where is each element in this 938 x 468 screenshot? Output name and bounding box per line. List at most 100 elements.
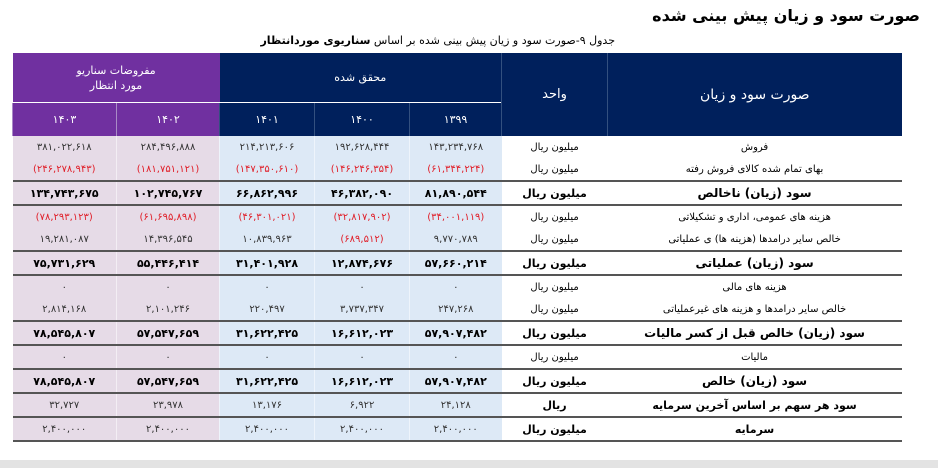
value-cell: ۱۰۲,۷۴۵,۷۶۷: [115, 181, 220, 206]
table-row-operating-profit: ۷۵,۷۳۱,۶۲۹ ۵۵,۴۴۶,۴۱۴ ۳۱,۴۰۱,۹۲۸ ۱۲,۸۷۴,…: [12, 251, 902, 276]
unit-cell: میلیون ریال: [501, 181, 608, 206]
unit-cell: میلیون ریال: [501, 369, 608, 394]
value-cell: ۰: [219, 345, 315, 370]
value-cell: ۲۴۷,۲۶۸: [409, 298, 502, 322]
value-cell: ۱۴۳,۲۳۴,۷۶۸: [409, 136, 502, 158]
value-cell: ۱۶,۶۱۲,۰۲۳: [314, 369, 410, 394]
value-cell: ۱۳,۱۷۶: [219, 393, 315, 418]
table-caption: جدول ۹-صورت سود و زیان پیش بینی شده بر ا…: [260, 34, 615, 47]
value-cell: ۳۸۱,۰۲۲,۶۱۸: [12, 136, 117, 158]
value-cell: ۲,۱۰۱,۲۴۶: [115, 298, 220, 322]
value-cell: ۵۵,۴۴۶,۴۱۴: [115, 251, 220, 276]
value-cell: (۱۸۱,۷۵۱,۱۲۱): [115, 158, 220, 182]
value-cell: (۶۱,۳۴۴,۲۲۴): [409, 158, 502, 182]
value-cell: (۲۴۶,۲۷۸,۹۴۳): [12, 158, 117, 182]
value-cell: ۰: [314, 345, 410, 370]
value-cell: ۰: [409, 345, 502, 370]
year-header-1401: ۱۴۰۱: [219, 102, 315, 136]
value-cell: ۰: [12, 345, 117, 370]
year-header-1400: ۱۴۰۰: [314, 102, 410, 136]
unit-cell: میلیون ریال: [501, 205, 608, 228]
value-cell: (۴۶,۳۰۱,۰۲۱): [219, 205, 315, 228]
item-column-header: صورت سود و زیان: [607, 53, 902, 136]
unit-cell: میلیون ریال: [501, 136, 608, 158]
unit-cell: میلیون ریال: [501, 321, 608, 346]
table-row-eps: ۳۲,۷۲۷ ۲۳,۹۷۸ ۱۳,۱۷۶ ۶,۹۲۲ ۲۴,۱۲۸ ریال س…: [12, 393, 902, 418]
row-label: خالص سایر درامدها و هزینه های غیرعملیاتی: [607, 298, 902, 322]
value-cell: ۱۶,۶۱۲,۰۲۳: [314, 321, 410, 346]
value-cell: ۱۳۴,۷۴۳,۶۷۵: [12, 181, 117, 206]
value-cell: (۶۱,۶۹۵,۸۹۸): [115, 205, 220, 228]
value-cell: ۰: [314, 275, 410, 298]
value-cell: ۸۱,۸۹۰,۵۴۴: [409, 181, 502, 206]
value-cell: ۷۵,۷۳۱,۶۲۹: [12, 251, 117, 276]
row-label: هزینه های عمومی، اداری و تشکیلاتی: [607, 205, 902, 228]
forecast-group-line2: مورد انتظار: [89, 78, 143, 92]
table-row-financial-costs: ۰ ۰ ۰ ۰ ۰ میلیون ریال هزینه های مالی: [12, 275, 902, 298]
row-label: سود (زیان) ناخالص: [607, 181, 902, 206]
table-row-gross-profit: ۱۳۴,۷۴۳,۶۷۵ ۱۰۲,۷۴۵,۷۶۷ ۶۶,۸۶۲,۹۹۶ ۴۶,۳۸…: [12, 181, 902, 206]
unit-cell: میلیون ریال: [501, 417, 608, 442]
value-cell: ۱۰,۸۳۹,۹۶۳: [219, 228, 315, 252]
value-cell: ۱۹۲,۶۲۸,۴۴۴: [314, 136, 410, 158]
value-cell: ۲,۴۰۰,۰۰۰: [219, 417, 315, 442]
value-cell: (۷۸,۲۹۳,۱۲۳): [12, 205, 117, 228]
year-header-1402: ۱۴۰۲: [115, 102, 220, 136]
row-label: خالص سایر درامدها (هزینه ها) ی عملیاتی: [607, 228, 902, 252]
value-cell: ۱۹,۲۸۱,۰۸۷: [12, 228, 117, 252]
value-cell: ۰: [115, 345, 220, 370]
forecast-group-line1: مفروضات سناریو: [76, 63, 156, 77]
unit-cell: میلیون ریال: [501, 251, 608, 276]
value-cell: ۳۱,۶۲۲,۴۲۵: [219, 369, 315, 394]
value-cell: ۳,۷۳۷,۳۴۷: [314, 298, 410, 322]
value-cell: ۵۷,۶۶۰,۲۱۴: [409, 251, 502, 276]
table-row-pretax-profit: ۷۸,۵۴۵,۸۰۷ ۵۷,۵۴۷,۶۵۹ ۳۱,۶۲۲,۴۲۵ ۱۶,۶۱۲,…: [12, 321, 902, 346]
table-row-non-operating: ۲,۸۱۴,۱۶۸ ۲,۱۰۱,۲۴۶ ۲۲۰,۴۹۷ ۳,۷۳۷,۳۴۷ ۲۴…: [12, 298, 902, 322]
value-cell: ۱۲,۸۷۴,۶۷۶: [314, 251, 410, 276]
value-cell: ۶,۹۲۲: [314, 393, 410, 418]
table-caption-scenario: سناریوی موردانتظار: [260, 34, 371, 47]
value-cell: (۱۴۶,۲۴۶,۳۵۴): [314, 158, 410, 182]
value-cell: ۳۲,۷۲۷: [12, 393, 117, 418]
value-cell: ۲,۴۰۰,۰۰۰: [409, 417, 502, 442]
value-cell: ۰: [409, 275, 502, 298]
value-cell: ۲,۸۱۴,۱۶۸: [12, 298, 117, 322]
value-cell: ۲,۴۰۰,۰۰۰: [12, 417, 117, 442]
value-cell: ۰: [219, 275, 315, 298]
page-title: صورت سود و زیان پیش بینی شده: [652, 6, 920, 25]
actual-group-header: محقق شده: [219, 53, 502, 103]
value-cell: (۳۴,۰۰۱,۱۱۹): [409, 205, 502, 228]
value-cell: ۲,۴۰۰,۰۰۰: [314, 417, 410, 442]
unit-cell: میلیون ریال: [501, 345, 608, 370]
forecast-group-header: مفروضات سناریو مورد انتظار: [12, 53, 220, 103]
table-row-net-profit: ۷۸,۵۴۵,۸۰۷ ۵۷,۵۴۷,۶۵۹ ۳۱,۶۲۲,۴۲۵ ۱۶,۶۱۲,…: [12, 369, 902, 394]
unit-cell: میلیون ریال: [501, 275, 608, 298]
value-cell: ۵۷,۹۰۷,۴۸۲: [409, 369, 502, 394]
value-cell: ۰: [115, 275, 220, 298]
value-cell: ۲۱۴,۲۱۳,۶۰۶: [219, 136, 315, 158]
value-cell: (۳۲,۸۱۷,۹۰۲): [314, 205, 410, 228]
row-label: هزینه های مالی: [607, 275, 902, 298]
year-header-1403: ۱۴۰۳: [12, 102, 117, 136]
value-cell: ۷۸,۵۴۵,۸۰۷: [12, 321, 117, 346]
value-cell: ۲۲۰,۴۹۷: [219, 298, 315, 322]
row-label: مالیات: [607, 345, 902, 370]
unit-cell: میلیون ریال: [501, 298, 608, 322]
table-row-cogs: (۲۴۶,۲۷۸,۹۴۳) (۱۸۱,۷۵۱,۱۲۱) (۱۴۷,۳۵۰,۶۱۰…: [12, 158, 902, 182]
value-cell: (۱۴۷,۳۵۰,۶۱۰): [219, 158, 315, 182]
table-caption-prefix: جدول ۹-صورت سود و زیان پیش بینی شده بر ا…: [370, 34, 615, 47]
value-cell: ۵۷,۵۴۷,۶۵۹: [115, 321, 220, 346]
value-cell: ۲۸۴,۴۹۶,۸۸۸: [115, 136, 220, 158]
income-statement-table: مفروضات سناریو مورد انتظار محقق شده واحد…: [12, 53, 902, 442]
value-cell: ۱۴,۳۹۶,۵۴۵: [115, 228, 220, 252]
value-cell: ۴۶,۳۸۲,۰۹۰: [314, 181, 410, 206]
table-row-other-operating: ۱۹,۲۸۱,۰۸۷ ۱۴,۳۹۶,۵۴۵ ۱۰,۸۳۹,۹۶۳ (۶۸۹,۵۱…: [12, 228, 902, 252]
value-cell: ۲۳,۹۷۸: [115, 393, 220, 418]
unit-cell: میلیون ریال: [501, 228, 608, 252]
value-cell: ۲۴,۱۲۸: [409, 393, 502, 418]
value-cell: ۵۷,۹۰۷,۴۸۲: [409, 321, 502, 346]
table-row-tax: ۰ ۰ ۰ ۰ ۰ میلیون ریال مالیات: [12, 345, 902, 370]
page-bottom-divider: [0, 460, 938, 468]
table-row-admin-expenses: (۷۸,۲۹۳,۱۲۳) (۶۱,۶۹۵,۸۹۸) (۴۶,۳۰۱,۰۲۱) (…: [12, 205, 902, 228]
row-label: بهای تمام شده کالای فروش رفته: [607, 158, 902, 182]
